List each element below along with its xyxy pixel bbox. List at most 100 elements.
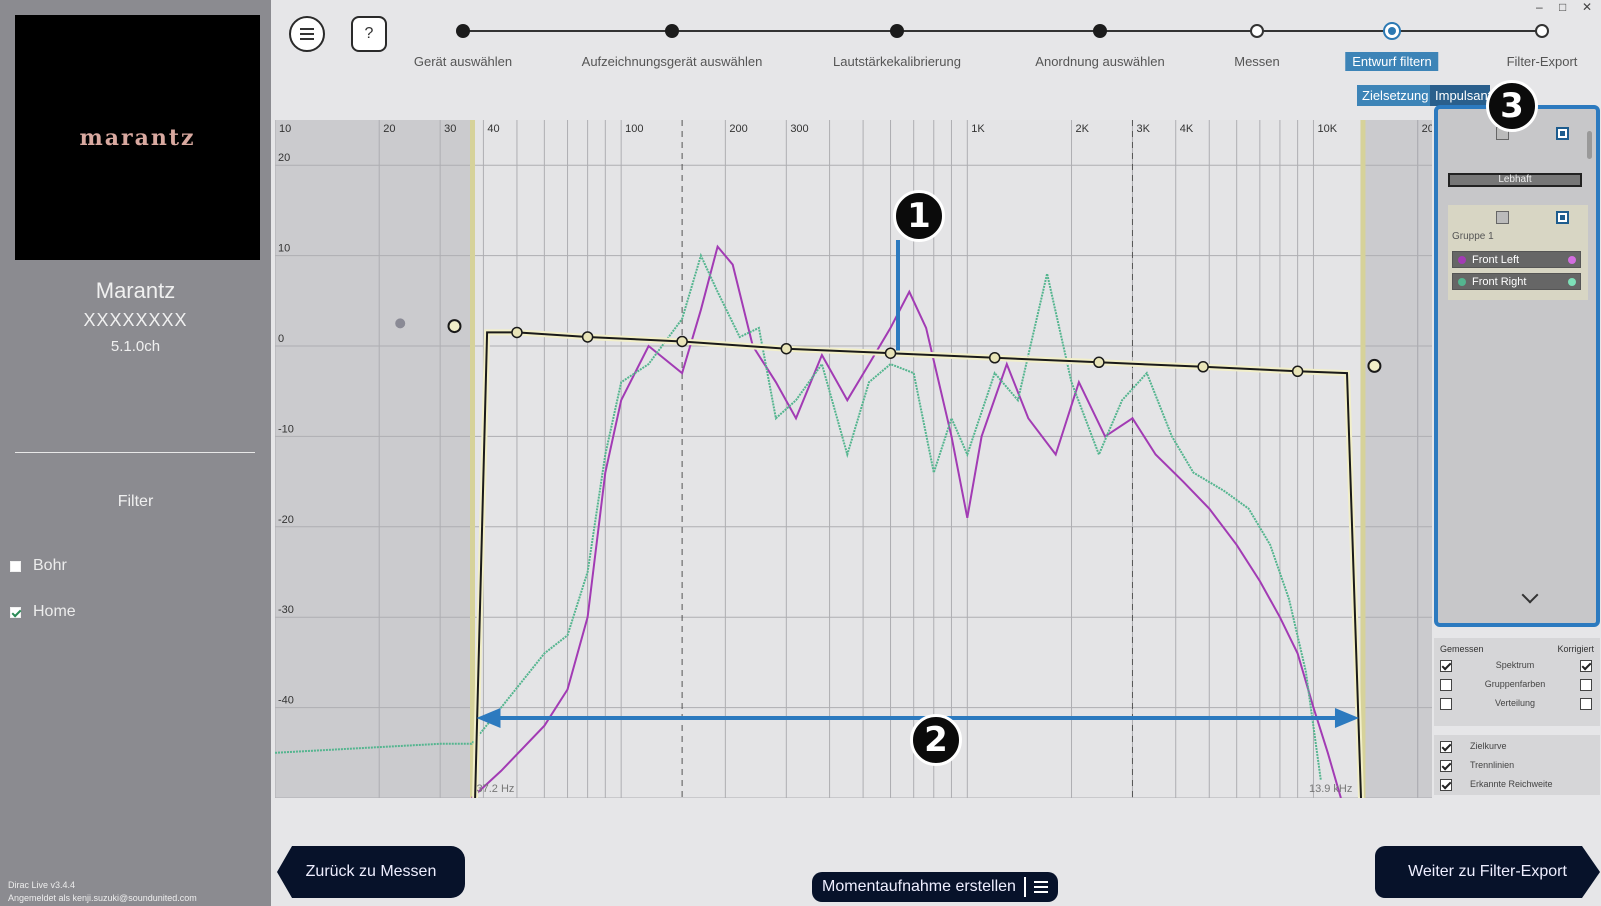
panel-scrollbar[interactable] [1587,131,1592,159]
channel-row-front-left[interactable]: Front Left [1452,251,1581,268]
crossover-checkbox[interactable] [1440,760,1452,772]
out-of-range-high [1362,120,1432,798]
channel-color-dot [1458,277,1466,286]
range-arrow-head-right [1334,708,1359,728]
progress-line [462,30,1545,32]
series-line-front-right [275,252,1322,781]
sidebar-divider [15,452,255,453]
back-to-measure-button[interactable]: Zurück zu Messen [277,846,465,898]
display-label: Zielkurve [1470,741,1507,751]
step-dot-2[interactable] [665,24,679,38]
target-curve-handle [676,335,688,348]
tab-impulse-response[interactable]: Impulsantwort [1430,85,1490,106]
y-tick-label: -40 [278,695,294,707]
corrected-checkbox[interactable] [1580,660,1592,672]
x-tick-label: 10 [279,123,291,135]
y-tick-label: -20 [278,514,294,526]
filter-option-label: Home [33,603,76,620]
select-icon[interactable] [1556,127,1569,140]
step-dot-1[interactable] [456,24,470,38]
channel-label: Front Left [1472,253,1520,266]
channel-group-panel[interactable]: Lebhaft Gruppe 1 Front Left Front Right [1434,105,1600,627]
close-icon[interactable]: ✕ [1582,0,1593,14]
step-label-7[interactable]: Filter-Export [1506,54,1578,69]
corrected-header: Korrigiert [1557,644,1594,654]
logo-text: marantz [79,124,196,151]
preset-field[interactable]: Lebhaft [1448,173,1582,187]
filter-option-label: Bohr [33,557,67,574]
filter-option-bohr[interactable]: Bohr [10,557,67,575]
maximize-icon[interactable]: □ [1559,0,1567,14]
y-tick-label: -30 [278,604,294,616]
menu-button[interactable] [289,16,325,52]
step-label-1[interactable]: Gerät auswählen [413,54,513,69]
y-tick-label: 10 [278,243,290,255]
step-dot-5[interactable] [1250,24,1264,38]
display-label: Trennlinien [1470,760,1515,770]
target-curve-handle [511,326,523,339]
option-label: Spektrum [1495,660,1535,670]
filter-checkbox[interactable] [10,606,21,618]
brand-logo: marantz [15,15,260,260]
step-label-2[interactable]: Aufzeichnungsgerät auswählen [581,54,763,69]
filter-option-home[interactable]: Home [10,603,76,621]
next-to-export-button[interactable]: Weiter zu Filter-Export [1375,846,1600,898]
step-dot-7[interactable] [1535,24,1549,38]
step-dot-4[interactable] [1093,24,1107,38]
device-channels: 5.1.0ch [110,338,161,355]
step-dot-3[interactable] [890,24,904,38]
x-tick-label: 10K [1317,123,1337,135]
option-row-spectrum: Spektrum [1440,660,1592,674]
measured-checkbox[interactable] [1440,679,1452,691]
measured-checkbox[interactable] [1440,660,1452,672]
x-tick-label: 20 [383,123,395,135]
step-label-3[interactable]: Lautstärkekalibrierung [833,54,961,69]
channel-row-front-right[interactable]: Front Right [1452,273,1581,290]
filter-checkbox[interactable] [10,560,21,572]
next-button-label: Weiter zu Filter-Export [1408,863,1567,880]
group-select-icon[interactable] [1556,211,1569,224]
step-label-4[interactable]: Anordnung auswählen [1035,54,1165,69]
sidebar: marantz Marantz XXXXXXXX 5.1.0ch Filter … [0,0,271,906]
step-dot-6[interactable] [1383,22,1401,40]
range-low-label: 37.2 Hz [476,783,514,795]
chart-svg[interactable]: 102030401002003001K2K3K4K10K20K20100-10-… [275,120,1432,798]
minimize-icon[interactable]: – [1536,0,1543,14]
snapshot-button[interactable]: Momentaufnahme erstellen [812,872,1058,902]
device-name: Marantz [95,278,176,303]
option-row-distribution: Verteilung [1440,698,1592,712]
group-icon[interactable] [1496,211,1509,224]
step-label-5[interactable]: Messen [1234,54,1280,69]
display-label: Erkannte Reichweite [1470,779,1553,789]
back-button-label: Zurück zu Messen [305,863,437,880]
range-arrow-head-left [476,708,501,728]
chevron-down-icon[interactable] [1521,586,1539,604]
measured-checkbox[interactable] [1440,698,1452,710]
detected-range-checkbox[interactable] [1440,779,1452,791]
frequency-response-chart[interactable]: 102030401002003001K2K3K4K10K20K20100-10-… [275,120,1432,798]
target-curve-handle [988,352,1001,364]
x-tick-label: 40 [487,123,499,135]
channel-group[interactable]: Gruppe 1 Front Left Front Right [1448,205,1588,300]
display-options-panel: Zielkurve Trennlinien Erkannte Reichweit… [1434,735,1600,795]
x-tick-label: 20K [1422,123,1432,135]
channel-color-dot [1458,255,1466,264]
x-tick-label: 1K [971,123,985,135]
help-button[interactable]: ? [351,16,387,52]
target-curve-handle [1197,361,1209,373]
display-row-detected-range: Erkannte Reichweite [1440,779,1592,793]
tab-target[interactable]: Zielsetzung [1357,85,1434,106]
corrected-checkbox[interactable] [1580,698,1592,710]
out-of-range-low [275,120,473,798]
option-label: Gruppenfarben [1484,679,1546,689]
callout-3: 3 [1486,80,1538,132]
filter-heading: Filter [117,493,154,510]
x-tick-label: 300 [790,123,808,135]
target-curve-checkbox[interactable] [1440,741,1452,753]
step-label-6[interactable]: Entwurf filtern [1345,52,1439,71]
list-icon[interactable] [1033,881,1048,893]
x-tick-label: 4K [1180,123,1194,135]
channel-color-dot [1568,255,1576,264]
callout-1: 1 [893,190,945,242]
corrected-checkbox[interactable] [1580,679,1592,691]
